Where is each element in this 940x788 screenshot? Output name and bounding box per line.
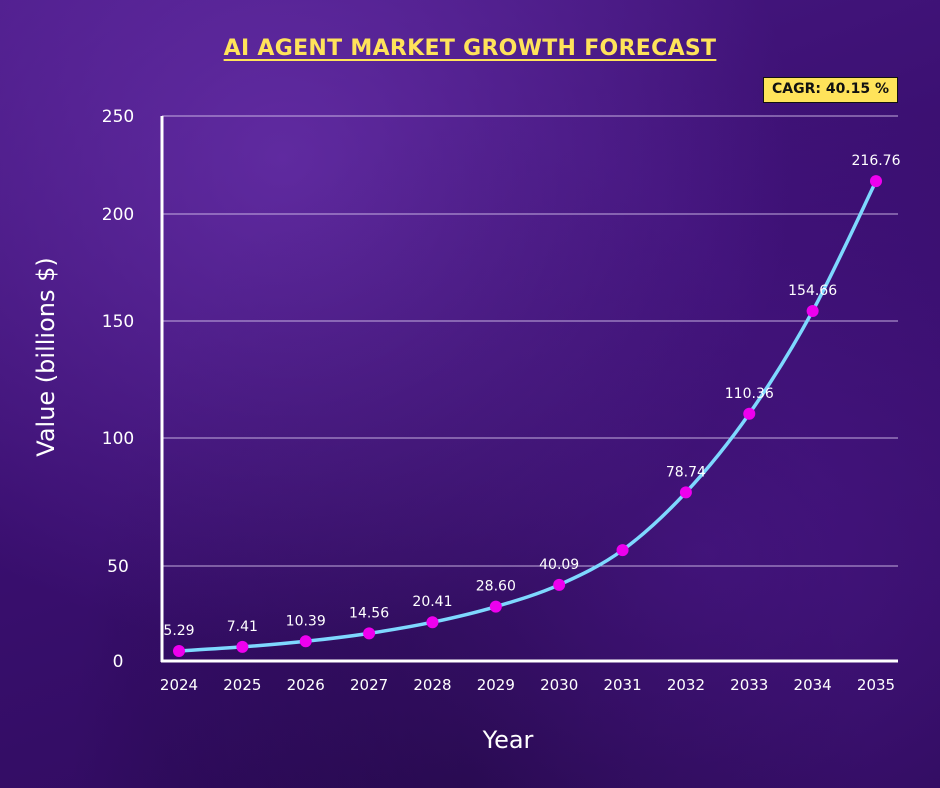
y-tick-labels: 0 50 100 150 200 250 [102, 107, 134, 672]
data-label: 20.41 [412, 594, 452, 610]
data-label: 7.41 [227, 619, 258, 635]
data-label: 14.56 [349, 605, 389, 621]
x-tick-label: 2030 [540, 676, 578, 694]
x-tick-label: 2031 [603, 676, 641, 694]
gridlines [162, 115, 898, 567]
data-point [173, 644, 185, 657]
y-tick-label: 250 [102, 107, 134, 127]
x-tick-label: 2032 [667, 676, 705, 694]
data-label: 40.09 [539, 557, 579, 573]
data-label: 216.76 [852, 153, 901, 169]
x-tick-label: 2025 [223, 676, 261, 694]
x-tick-labels: 2024 2025 2026 2027 2028 2029 2030 2031 2032 2033… [160, 676, 895, 694]
data-point [489, 600, 502, 613]
data-point [236, 640, 249, 653]
data-label: 110.36 [725, 386, 774, 402]
x-tick-label: 2028 [413, 676, 451, 694]
y-tick-label: 200 [102, 205, 134, 225]
data-label: 28.60 [476, 579, 516, 595]
x-tick-label: 2026 [287, 676, 325, 694]
data-point [870, 175, 882, 188]
x-tick-label: 2024 [160, 676, 198, 694]
y-axis-title: Value (billions $) [32, 257, 60, 456]
data-point [299, 635, 312, 648]
y-tick-label: 0 [113, 652, 124, 672]
x-tick-label: 2035 [857, 676, 895, 694]
data-label: 5.29 [163, 623, 194, 639]
data-point [426, 616, 439, 629]
cagr-badge: CAGR: 40.15 % [763, 77, 898, 103]
data-point [616, 544, 629, 557]
data-point [363, 627, 376, 640]
data-label: 78.74 [666, 464, 706, 480]
data-point [743, 407, 756, 420]
data-points [173, 175, 882, 657]
data-point [679, 486, 692, 499]
data-label: 10.39 [286, 613, 326, 629]
data-label: 154.66 [788, 283, 837, 299]
data-point [806, 305, 819, 318]
y-tick-label: 100 [102, 429, 134, 449]
x-axis-title: Year [482, 726, 534, 754]
x-tick-label: 2034 [794, 676, 832, 694]
y-tick-label: 50 [107, 557, 129, 577]
x-tick-label: 2029 [477, 676, 515, 694]
series-line [177, 179, 878, 653]
x-tick-label: 2027 [350, 676, 388, 694]
y-tick-label: 150 [102, 312, 134, 332]
chart-title: AI AGENT MARKET GROWTH FORECAST [223, 36, 717, 61]
x-tick-label: 2033 [730, 676, 768, 694]
data-point [553, 578, 566, 591]
data-labels: 5.29 7.41 10.39 14.56 20.41 28.60 40.09 78.74 11… [163, 153, 900, 639]
axes [160, 116, 898, 663]
